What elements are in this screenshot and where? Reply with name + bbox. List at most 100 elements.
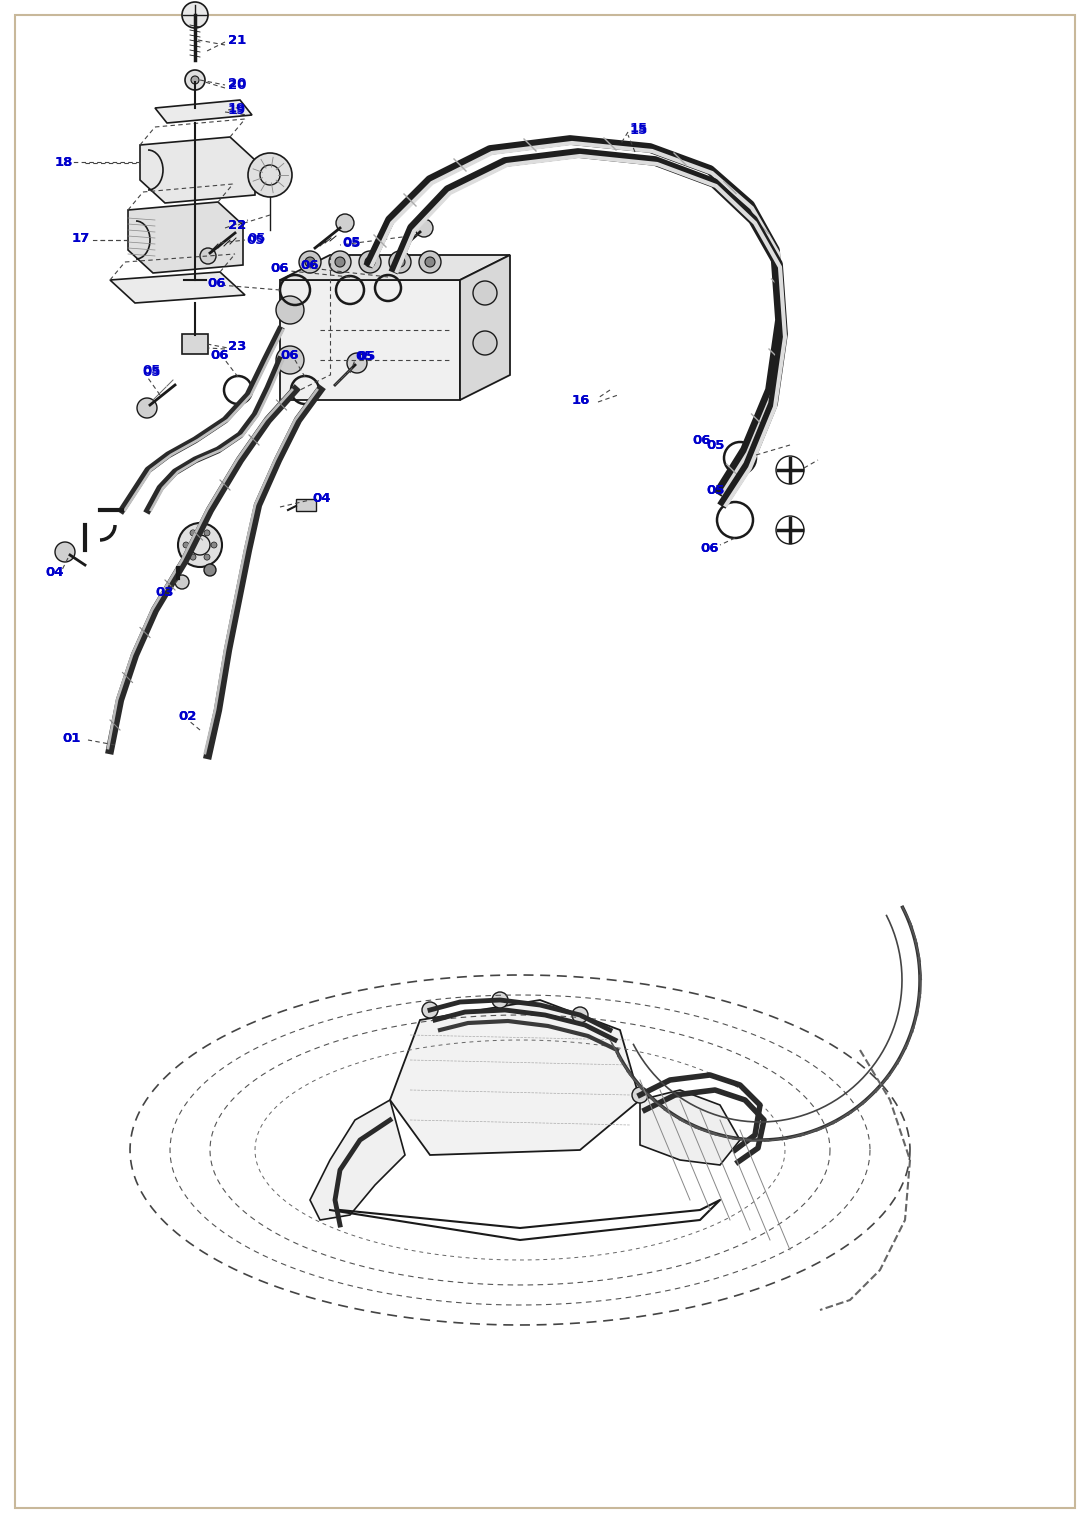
Circle shape xyxy=(249,152,292,196)
Polygon shape xyxy=(310,1100,405,1220)
Text: 17: 17 xyxy=(72,231,90,245)
Polygon shape xyxy=(128,203,243,273)
Polygon shape xyxy=(280,254,510,280)
Circle shape xyxy=(137,398,157,417)
Circle shape xyxy=(415,219,433,238)
FancyBboxPatch shape xyxy=(182,334,208,353)
Circle shape xyxy=(473,330,497,355)
Circle shape xyxy=(182,2,208,27)
Text: 05: 05 xyxy=(246,233,265,247)
Text: 21: 21 xyxy=(228,34,246,47)
Polygon shape xyxy=(155,101,252,123)
Circle shape xyxy=(204,554,210,560)
Text: 18: 18 xyxy=(54,155,73,169)
Text: 05: 05 xyxy=(342,236,361,248)
Circle shape xyxy=(422,1002,438,1017)
Circle shape xyxy=(190,530,196,536)
Polygon shape xyxy=(390,1001,640,1154)
Text: 05: 05 xyxy=(342,236,361,250)
Text: 02: 02 xyxy=(178,710,196,722)
Text: 01: 01 xyxy=(62,731,81,745)
Text: 05: 05 xyxy=(247,231,265,245)
Text: 06: 06 xyxy=(210,349,229,361)
Circle shape xyxy=(54,542,75,562)
Text: 06: 06 xyxy=(210,349,229,361)
Text: 19: 19 xyxy=(228,102,246,114)
Text: 03: 03 xyxy=(155,585,173,599)
Circle shape xyxy=(199,248,216,263)
FancyBboxPatch shape xyxy=(296,500,316,512)
Text: 18: 18 xyxy=(54,155,73,169)
Text: 06: 06 xyxy=(280,349,299,361)
Circle shape xyxy=(204,530,210,536)
Circle shape xyxy=(329,251,351,273)
Text: 06: 06 xyxy=(270,262,289,274)
Text: 05: 05 xyxy=(142,364,160,376)
Circle shape xyxy=(395,257,405,267)
Polygon shape xyxy=(110,273,245,303)
Circle shape xyxy=(299,251,320,273)
Text: 06: 06 xyxy=(207,277,226,289)
Text: 04: 04 xyxy=(45,565,63,579)
Text: 05: 05 xyxy=(355,349,374,362)
Text: 22: 22 xyxy=(228,218,246,231)
Polygon shape xyxy=(460,254,510,401)
Circle shape xyxy=(572,1007,588,1023)
Text: 06: 06 xyxy=(692,434,711,446)
Circle shape xyxy=(191,76,199,84)
Text: 02: 02 xyxy=(178,710,196,722)
Text: 23: 23 xyxy=(228,340,246,352)
Text: 04: 04 xyxy=(312,492,330,504)
Text: 06: 06 xyxy=(700,542,718,554)
Circle shape xyxy=(190,554,196,560)
Circle shape xyxy=(335,257,346,267)
Bar xyxy=(280,280,460,401)
Circle shape xyxy=(276,346,304,375)
Text: 04: 04 xyxy=(45,565,63,579)
Text: 05: 05 xyxy=(358,349,375,362)
Text: 03: 03 xyxy=(155,585,173,599)
Text: 05: 05 xyxy=(706,483,725,496)
Circle shape xyxy=(183,542,189,548)
Circle shape xyxy=(336,215,354,231)
Text: 22: 22 xyxy=(228,218,246,231)
Text: 21: 21 xyxy=(228,34,246,47)
Text: 23: 23 xyxy=(228,340,246,352)
Circle shape xyxy=(359,251,382,273)
Circle shape xyxy=(204,564,216,576)
Text: 06: 06 xyxy=(700,542,718,554)
Polygon shape xyxy=(140,137,255,203)
Circle shape xyxy=(425,257,435,267)
Circle shape xyxy=(347,353,367,373)
Text: 15: 15 xyxy=(630,123,649,137)
Text: 16: 16 xyxy=(572,393,591,407)
Text: 06: 06 xyxy=(280,349,299,361)
Circle shape xyxy=(178,522,222,567)
Polygon shape xyxy=(640,1090,740,1165)
Circle shape xyxy=(175,576,189,589)
Text: 06: 06 xyxy=(270,262,289,274)
Text: 01: 01 xyxy=(62,731,81,745)
Circle shape xyxy=(185,70,205,90)
Text: 15: 15 xyxy=(630,122,649,134)
Circle shape xyxy=(419,251,441,273)
Text: 16: 16 xyxy=(572,393,591,407)
Text: 06: 06 xyxy=(207,277,226,289)
Circle shape xyxy=(211,542,217,548)
Text: 19: 19 xyxy=(228,104,246,116)
Text: 06: 06 xyxy=(300,259,318,271)
Circle shape xyxy=(492,991,508,1008)
Text: 06: 06 xyxy=(300,259,318,271)
Circle shape xyxy=(305,257,315,267)
Text: 04: 04 xyxy=(312,492,330,504)
Text: 05: 05 xyxy=(706,483,725,496)
Circle shape xyxy=(365,257,375,267)
Text: 06: 06 xyxy=(692,434,711,446)
Circle shape xyxy=(276,295,304,324)
Circle shape xyxy=(473,282,497,305)
Text: 17: 17 xyxy=(72,231,90,245)
Circle shape xyxy=(389,251,411,273)
Text: 20: 20 xyxy=(228,79,246,91)
Text: 05: 05 xyxy=(142,366,160,379)
Text: 05: 05 xyxy=(706,439,725,451)
